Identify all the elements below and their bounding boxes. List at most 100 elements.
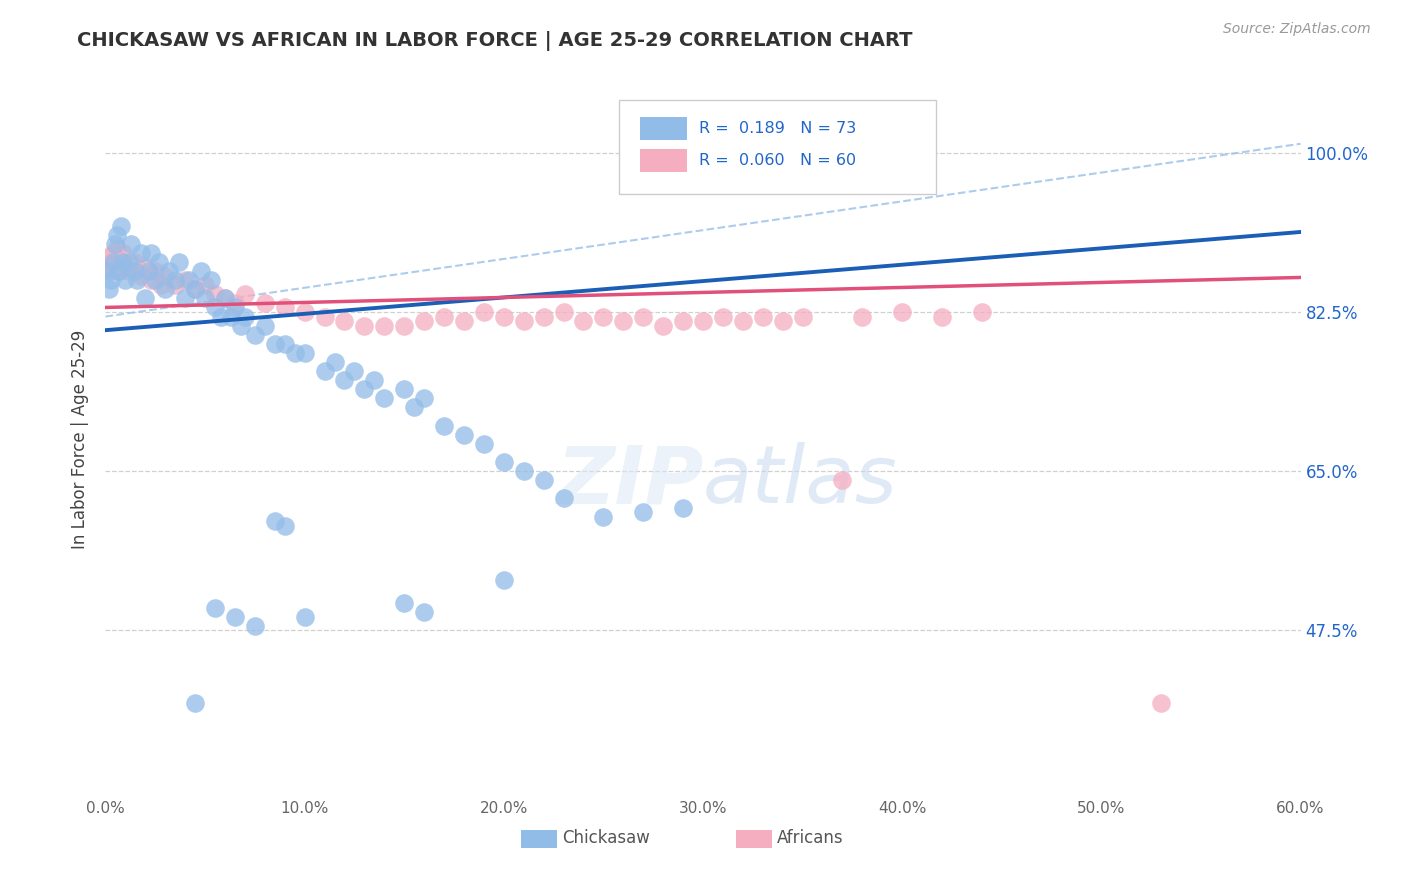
- Point: [174, 291, 197, 305]
- Point: [233, 310, 256, 324]
- Point: [107, 227, 129, 242]
- Point: [572, 314, 595, 328]
- Text: R =  0.189   N = 73: R = 0.189 N = 73: [699, 121, 856, 136]
- Point: [513, 464, 536, 478]
- Point: [472, 437, 495, 451]
- Point: [652, 318, 675, 333]
- Point: [157, 264, 180, 278]
- Point: [413, 314, 436, 328]
- Point: [692, 314, 714, 328]
- Point: [233, 286, 256, 301]
- Point: [143, 264, 166, 278]
- Point: [453, 427, 475, 442]
- Point: [98, 282, 121, 296]
- Point: [204, 301, 226, 315]
- Point: [273, 336, 295, 351]
- Point: [184, 282, 207, 296]
- Point: [433, 418, 456, 433]
- Point: [284, 346, 307, 360]
- Point: [190, 264, 212, 278]
- Text: Africans: Africans: [778, 830, 844, 847]
- Point: [165, 277, 187, 292]
- Point: [472, 305, 495, 319]
- Point: [127, 273, 149, 287]
- Point: [104, 255, 127, 269]
- Point: [224, 301, 246, 315]
- Point: [153, 268, 177, 283]
- Point: [107, 241, 129, 255]
- Point: [263, 336, 285, 351]
- Point: [214, 291, 236, 305]
- Point: [143, 273, 166, 287]
- Point: [404, 401, 426, 415]
- Point: [413, 392, 436, 406]
- Text: R =  0.060   N = 60: R = 0.060 N = 60: [699, 153, 856, 168]
- Point: [110, 255, 132, 269]
- Point: [224, 609, 246, 624]
- Point: [373, 318, 395, 333]
- Point: [453, 314, 475, 328]
- Point: [553, 491, 575, 506]
- Point: [100, 273, 122, 287]
- Point: [118, 264, 141, 278]
- Point: [751, 310, 773, 324]
- Point: [970, 305, 993, 319]
- Point: [96, 264, 118, 278]
- Point: [141, 246, 163, 260]
- Point: [184, 696, 207, 710]
- Point: [104, 236, 127, 251]
- Point: [124, 264, 146, 278]
- Point: [612, 314, 634, 328]
- Point: [120, 236, 142, 251]
- Point: [294, 609, 316, 624]
- Point: [413, 605, 436, 619]
- Point: [112, 246, 135, 260]
- Point: [492, 310, 515, 324]
- Point: [492, 455, 515, 469]
- Point: [492, 574, 515, 588]
- Point: [333, 314, 356, 328]
- Point: [214, 291, 236, 305]
- Point: [672, 500, 695, 515]
- Point: [204, 286, 226, 301]
- Point: [831, 473, 853, 487]
- Point: [672, 314, 695, 328]
- Point: [253, 296, 276, 310]
- Point: [333, 373, 356, 387]
- Point: [141, 273, 163, 287]
- Point: [294, 305, 316, 319]
- Point: [533, 473, 555, 487]
- Point: [1150, 696, 1173, 710]
- Point: [243, 327, 266, 342]
- Point: [174, 273, 197, 287]
- Point: [633, 505, 655, 519]
- Point: [392, 596, 416, 610]
- Point: [229, 318, 252, 333]
- Point: [513, 314, 536, 328]
- Point: [110, 219, 132, 233]
- Point: [224, 296, 246, 310]
- Point: [103, 255, 125, 269]
- Point: [165, 273, 187, 287]
- Point: [108, 264, 131, 278]
- Point: [148, 255, 170, 269]
- Point: [931, 310, 953, 324]
- Point: [129, 246, 153, 260]
- Point: [533, 310, 555, 324]
- Bar: [640, 150, 688, 172]
- Point: [314, 364, 336, 378]
- Text: Source: ZipAtlas.com: Source: ZipAtlas.com: [1223, 22, 1371, 37]
- Point: [112, 255, 135, 269]
- Point: [553, 305, 575, 319]
- Point: [433, 310, 456, 324]
- Point: [373, 392, 395, 406]
- Point: [343, 364, 366, 378]
- Point: [294, 346, 316, 360]
- Point: [204, 600, 226, 615]
- Point: [851, 310, 873, 324]
- Point: [194, 291, 217, 305]
- Text: Chickasaw: Chickasaw: [562, 830, 650, 847]
- Point: [194, 277, 217, 292]
- Point: [167, 255, 190, 269]
- Bar: [522, 830, 557, 847]
